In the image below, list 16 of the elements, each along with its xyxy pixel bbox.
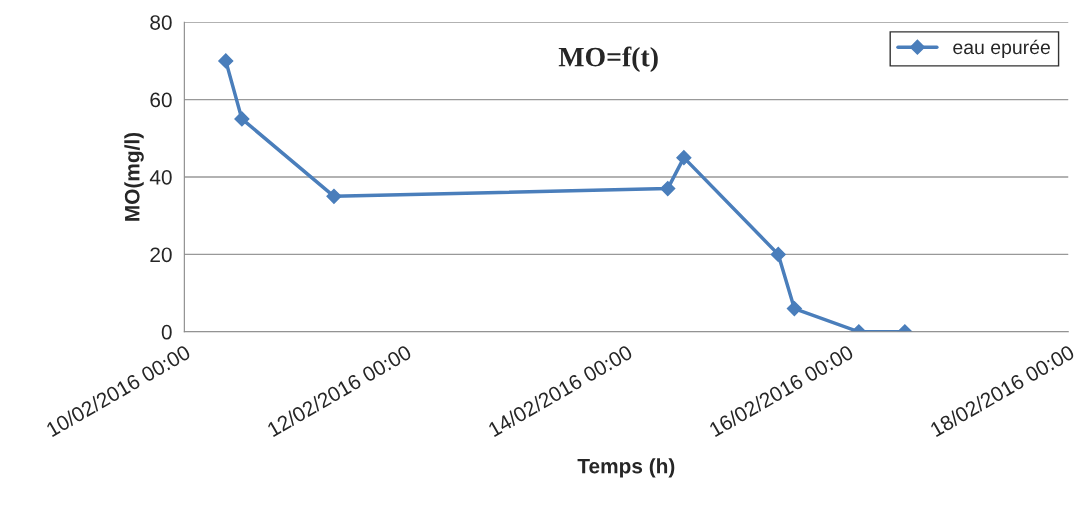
point [676,150,692,166]
y-tick-label: 60 [150,92,172,108]
point [326,188,342,204]
point [786,300,802,317]
point [770,246,786,262]
point [218,53,234,69]
y-axis-title: MO(mg/l) [124,132,144,221]
point [234,111,250,127]
y-tick-label: 40 [149,169,172,185]
y-tick-label: 0 [161,324,172,340]
x-axis-title: Temps (h) [577,458,675,478]
text: MO=f(t) [558,46,658,73]
legend-label: eau epurée [953,39,1050,59]
y-tick-label: 20 [150,247,172,263]
point [660,181,676,197]
y-tick-label: 80 [150,15,172,30]
